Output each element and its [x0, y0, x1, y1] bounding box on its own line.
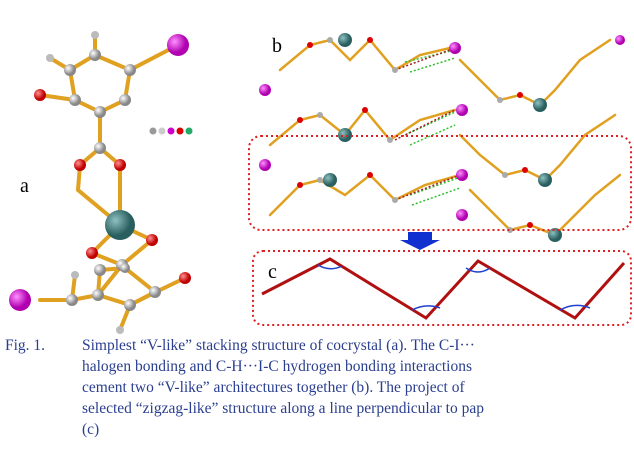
- arrow-head: [400, 240, 440, 250]
- legend-dots: [150, 128, 193, 135]
- panel-label: a: [20, 175, 29, 197]
- caption-line: (c): [82, 421, 99, 438]
- molecule-b: [259, 33, 625, 242]
- panel-label: c: [268, 261, 277, 283]
- caption-line: selected “zigzag-like” structure along a…: [82, 400, 484, 417]
- panel-label: b: [272, 35, 282, 57]
- highlight-box: [253, 251, 631, 325]
- figure: a b c Fig. 1. Simplest “V-like” stacking…: [0, 0, 634, 467]
- caption-line: halogen bonding and C-H···I-C hydrogen b…: [82, 358, 472, 375]
- caption-label: Fig. 1.: [5, 337, 45, 354]
- molecule-a: [9, 31, 193, 334]
- zigzag-line: [262, 259, 624, 318]
- caption-line: cement two “V-like” architectures togeth…: [82, 379, 465, 396]
- caption-line: Simplest “V-like” stacking structure of …: [82, 337, 475, 354]
- arrow-shaft: [408, 232, 432, 240]
